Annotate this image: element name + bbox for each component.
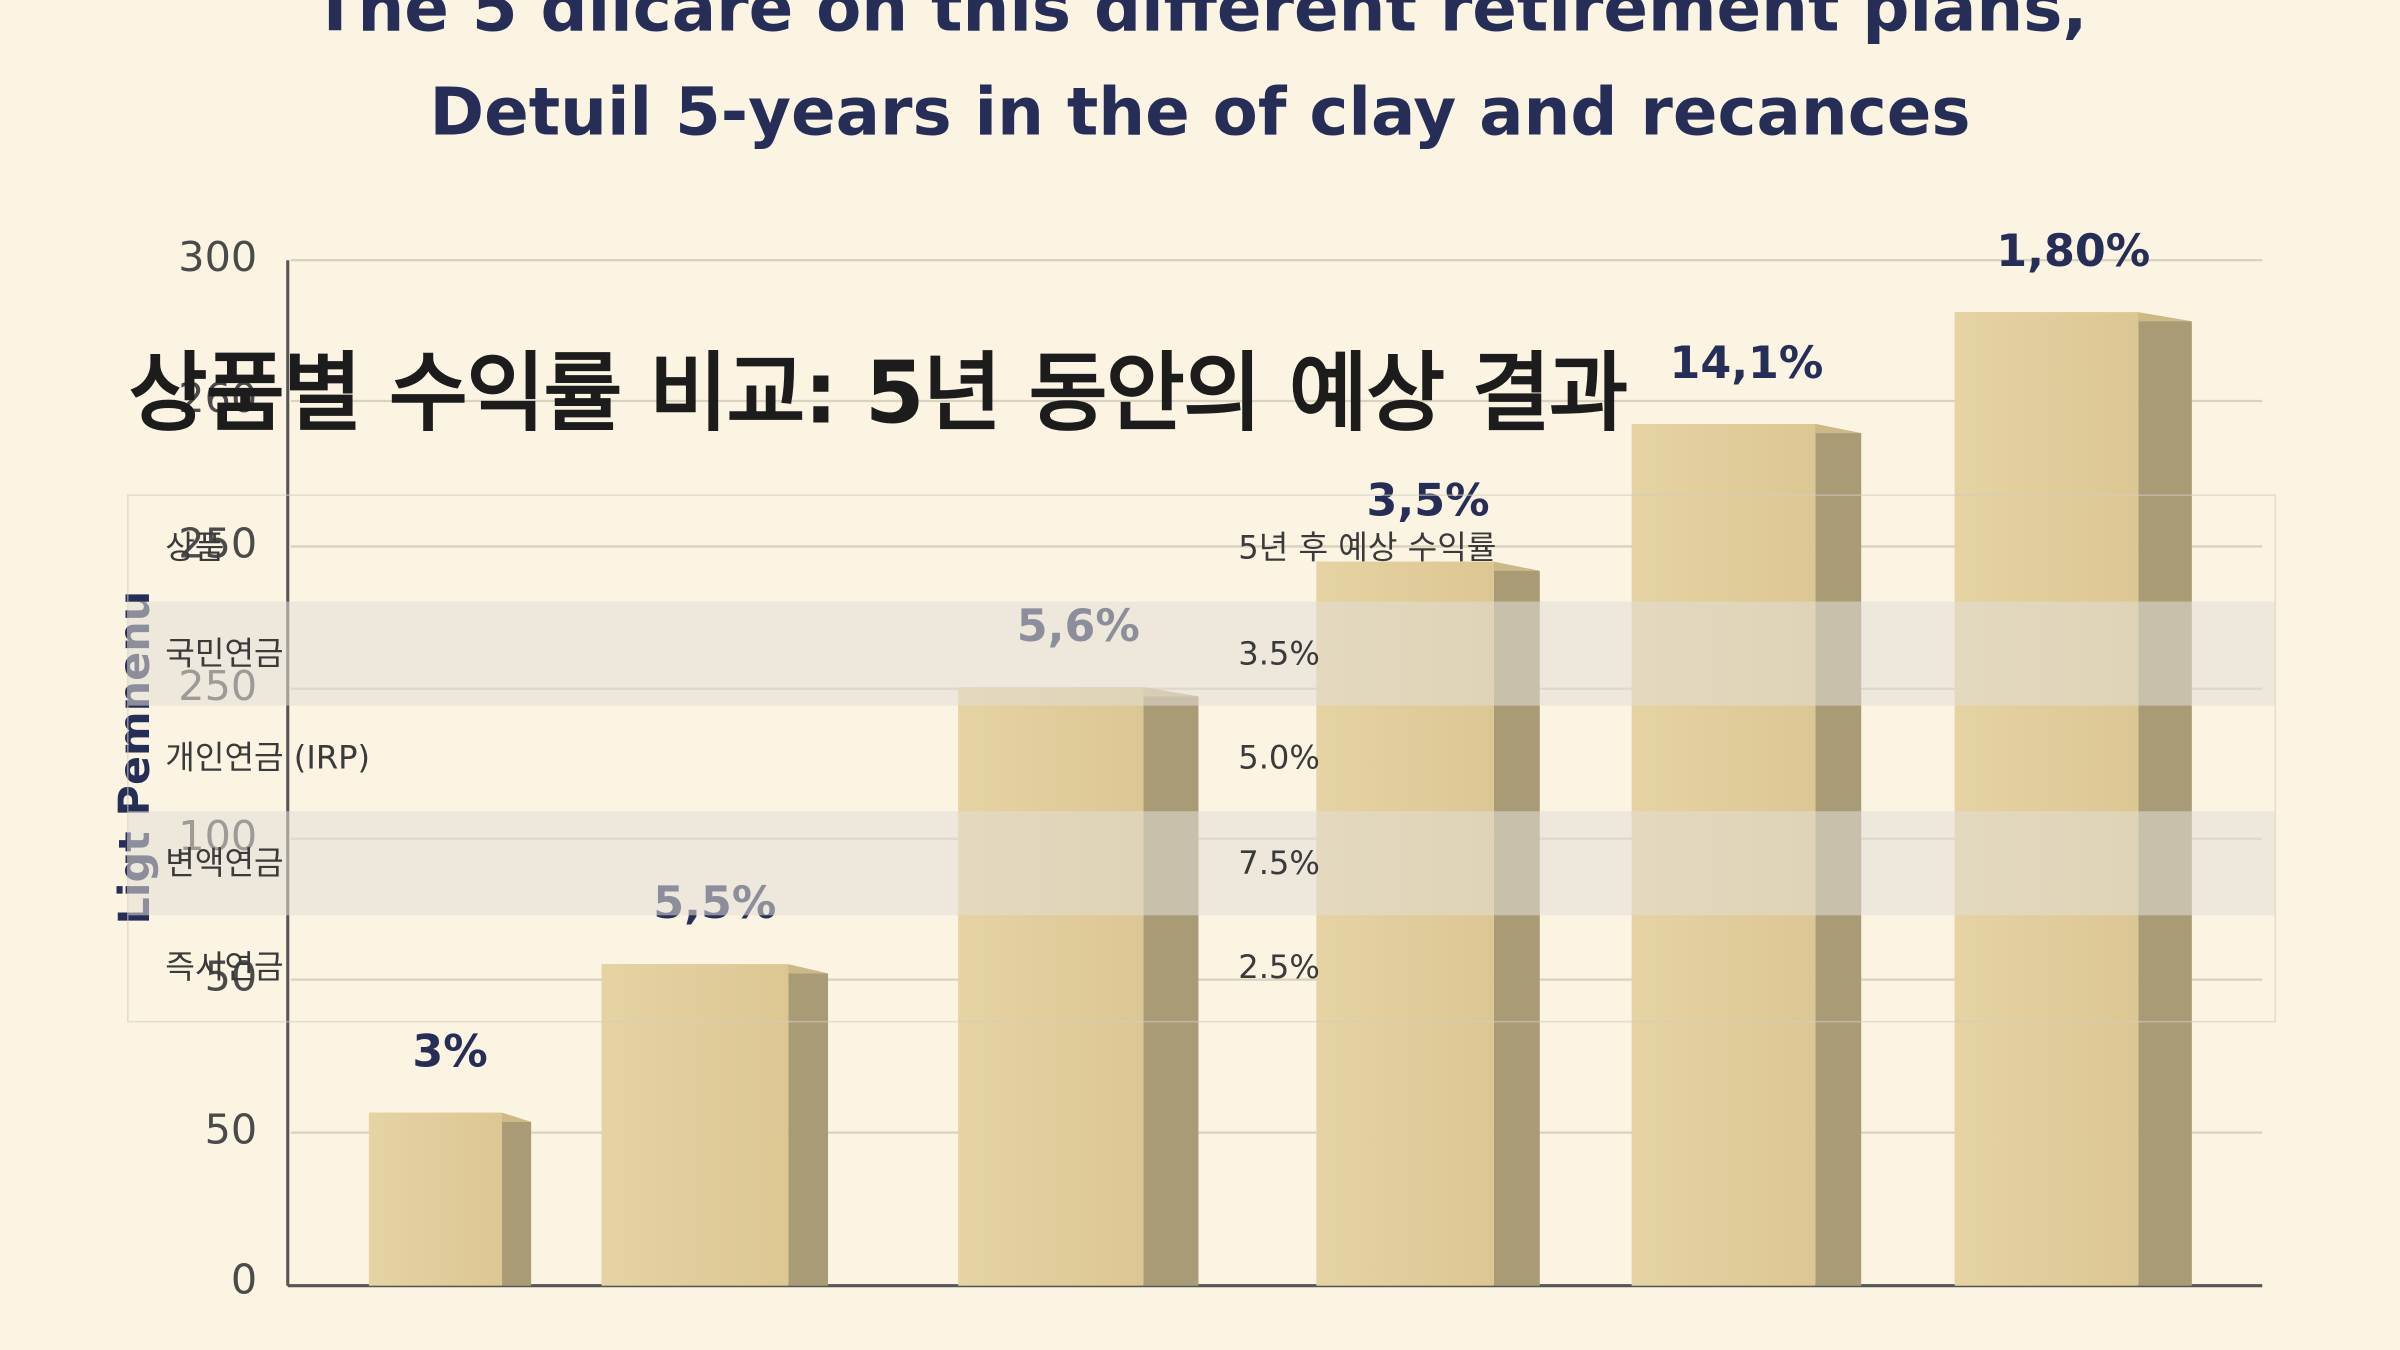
- table-cell: 3.5%: [1238, 634, 1320, 672]
- bar-side: [2138, 312, 2192, 1286]
- chart-title: Detuil 5-years in the of clay and recanc…: [429, 73, 1970, 150]
- bar-label: 1,80%: [1996, 226, 2150, 277]
- table-cell: 개인연금 (IRP): [165, 739, 371, 777]
- table-cell: 5.0%: [1238, 739, 1320, 777]
- bar-side: [1493, 561, 1540, 1286]
- bar: [368, 1112, 503, 1286]
- table-cell: 2.5%: [1238, 949, 1320, 987]
- bar-label: 3,5%: [1367, 476, 1490, 527]
- table-row: 개인연금 (IRP) 5.0%: [129, 706, 2275, 811]
- y-tick-label: 300: [178, 233, 257, 281]
- table-cell: 변액연금: [165, 844, 284, 882]
- y-tick-label: 260: [178, 374, 257, 422]
- bar-label: 3%: [412, 1027, 487, 1078]
- bar-side: [502, 1112, 532, 1286]
- heading: 상품별 수익률 비교: 5년 동안의 예상 결과: [128, 344, 1628, 444]
- header-cell: 5년 후 예상 수익률: [1238, 529, 1497, 567]
- table-row: 국민연금 3.5%: [128, 600, 2275, 706]
- table-cell: 7.5%: [1238, 844, 1320, 882]
- bar: [1954, 312, 2139, 1286]
- y-tick-label: 50: [205, 1106, 258, 1154]
- y-tick-label: 50: [205, 953, 258, 1001]
- bar: [958, 687, 1144, 1286]
- header-cell: 상품: [165, 529, 225, 567]
- bar-label: 14,1%: [1669, 338, 1823, 389]
- table-cell: 국민연금: [165, 634, 284, 672]
- table-cell: 즉시연금: [165, 949, 284, 987]
- chart-title: The 5 dilcare on this different retireme…: [313, 0, 2088, 46]
- y-tick-label: 0: [231, 1256, 257, 1304]
- table-row: 즉시연금 2.5%: [129, 916, 2275, 1021]
- table-header-row: 상품 5년 후 예상 수익률: [129, 496, 2275, 601]
- table-row: 변액연금 7.5%: [128, 810, 2275, 916]
- y-tick-label: 250: [178, 519, 257, 567]
- bar: [601, 964, 789, 1286]
- bar-side: [788, 964, 829, 1286]
